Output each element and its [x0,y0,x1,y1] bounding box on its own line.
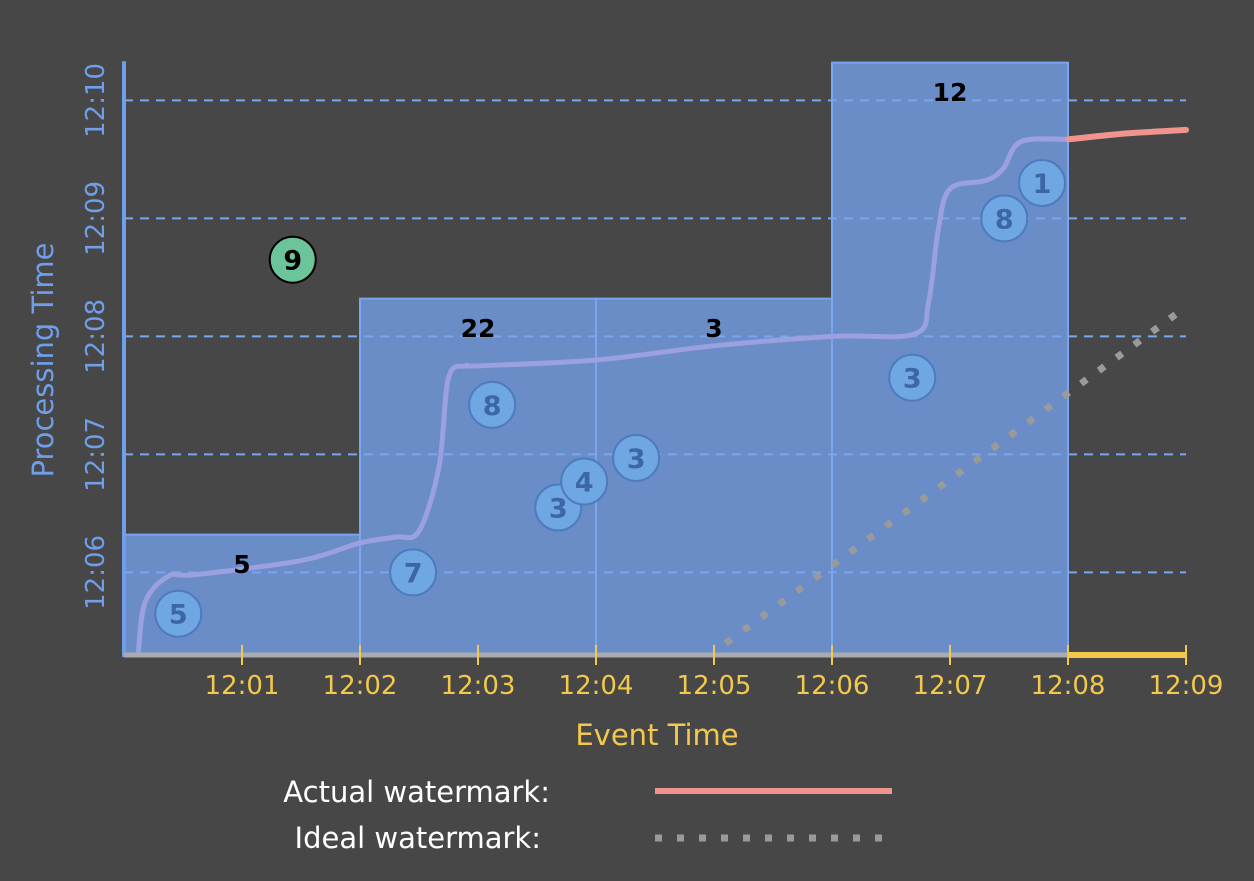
pane-sum-label: 12 [933,78,968,107]
data-point-label: 4 [575,468,594,499]
ideal-watermark-layer [723,304,1189,647]
data-point-label: 9 [283,246,302,277]
y-ticks-layer: 12:06 12:07 12:08 12:09 12:10 [81,63,111,610]
data-point: 9 [268,235,317,284]
data-point: 7 [389,548,438,597]
data-point-label: 8 [483,391,502,422]
data-point: 8 [468,380,517,429]
data-point-circle [612,433,661,482]
data-point-circle [888,353,937,402]
data-point-label: 8 [995,204,1014,235]
window-pane-4 [831,61,1069,656]
data-point-label: 3 [549,494,568,525]
x-tick-label: 12:08 [1031,671,1106,701]
x-ticks-layer: 12:01 12:02 12:03 12:04 12:05 12:06 12:07 12:08… [205,645,1224,701]
y-tick-label: 12:07 [81,417,111,492]
legend-ideal-label: Ideal watermark: [295,821,541,855]
data-point-label: 5 [169,600,188,631]
data-point: 5 [154,589,203,638]
watermark-curve [135,136,1071,658]
legend: Actual watermark: Ideal watermark: [283,775,892,855]
data-point-label: 3 [627,444,646,475]
y-axis-title: Processing Time [26,242,60,477]
data-point-label: 7 [404,558,423,589]
y-tick-label: 12:06 [81,535,111,610]
pane-sums-layer: 5 22 3 12 [233,78,967,579]
data-point-label: 1 [1033,169,1052,200]
pane-sum-label: 22 [461,314,496,343]
legend-actual-label: Actual watermark: [283,775,550,809]
data-point: 3 [888,353,937,402]
x-axis-title: Event Time [575,718,738,752]
y-tick-label: 12:08 [81,299,111,374]
data-point-label: 3 [903,364,922,395]
y-tick-label: 12:09 [81,181,111,256]
x-tick-label: 12:01 [205,671,280,701]
data-point-circle [1018,159,1067,207]
x-tick-label: 12:03 [441,671,516,701]
data-point: 4 [560,457,609,506]
data-point-circle [980,194,1029,243]
window-pane-2 [359,297,597,656]
pane-sum-label: 5 [233,550,250,579]
x-tick-label: 12:04 [559,671,634,701]
data-point: 1 [1018,159,1067,207]
x-tick-label: 12:02 [323,671,398,701]
pane-sum-label: 3 [705,314,722,343]
data-point-circle [468,380,517,429]
x-tick-label: 12:09 [1149,671,1224,701]
watermark-curve-layer [135,126,1189,658]
data-point-circle [560,457,609,506]
data-point: 8 [980,194,1029,243]
actual-watermark-line [1065,126,1189,143]
x-tick-label: 12:05 [677,671,752,701]
data-point-circle [154,589,203,638]
x-tick-label: 12:07 [913,671,988,701]
ideal-watermark-line [723,304,1189,647]
y-tick-label: 12:10 [81,63,111,138]
data-point-circle [268,235,317,284]
x-tick-label: 12:06 [795,671,870,701]
data-point: 3 [612,433,661,482]
data-point-circle [389,548,438,597]
